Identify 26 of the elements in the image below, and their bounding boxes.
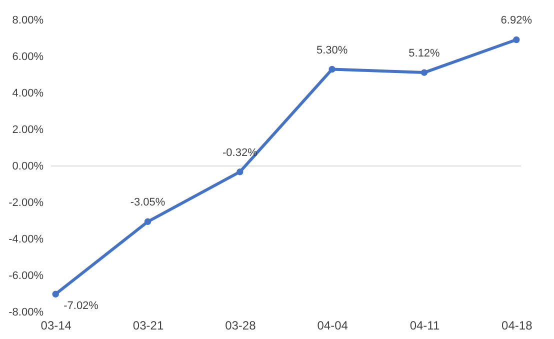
- x-tick-label: 04-11: [410, 318, 440, 332]
- y-tick-label: 2.00%: [12, 124, 44, 136]
- x-tick-label: 03-28: [225, 318, 256, 332]
- point: [52, 290, 59, 298]
- point: [236, 168, 244, 176]
- point: [420, 69, 428, 76]
- x-tick-label: 04-18: [502, 318, 533, 332]
- y-tick-label: 4.00%: [12, 88, 44, 100]
- data-label: 5.30%: [316, 44, 348, 56]
- y-tick-label: -8.00%: [8, 306, 44, 318]
- point: [144, 218, 152, 226]
- y-tick-label: 6.00%: [12, 51, 44, 63]
- data-label: -3.05%: [130, 196, 166, 209]
- point: [513, 36, 520, 44]
- x-tick-label: 03-14: [40, 318, 72, 332]
- y-tick-label: -6.00%: [8, 270, 44, 282]
- y-tick-label: -4.00%: [8, 234, 44, 246]
- data-label: -7.02%: [64, 300, 99, 312]
- x-tick-label: 03-21: [132, 318, 164, 332]
- point: [328, 66, 336, 73]
- y-tick-label: -2.00%: [8, 197, 44, 209]
- data-label: 5.12%: [408, 48, 440, 60]
- data-label: 6.92%: [500, 14, 532, 27]
- y-tick-label: 0.00%: [12, 160, 44, 172]
- x-tick-label: 04-04: [317, 318, 348, 332]
- y-tick-label: 8.00%: [12, 14, 44, 26]
